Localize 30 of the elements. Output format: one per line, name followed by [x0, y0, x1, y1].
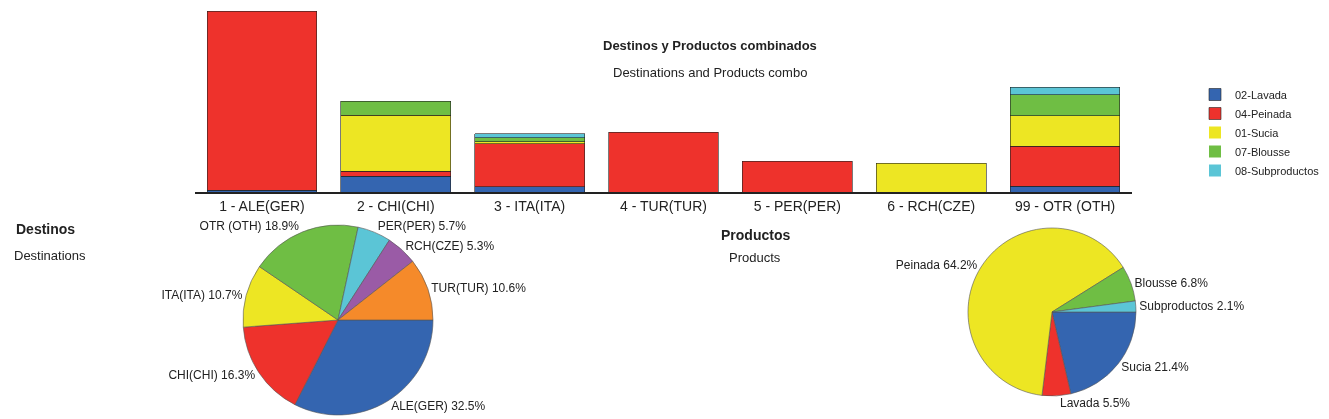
slice-label: Blousse 6.8% — [1134, 275, 1209, 290]
legend-label: 07-Blousse — [1235, 145, 1291, 158]
text: Productos — [721, 227, 791, 243]
slice-label: PER(PER) 5.7% — [377, 219, 467, 234]
text: Destinations and Products combo — [613, 65, 808, 80]
x-tick-label: 3 - ITA(ITA) — [494, 197, 566, 214]
text: Destinos y Productos combinados — [603, 38, 817, 53]
legend-label: 01-Sucia — [1235, 126, 1280, 139]
text: Products — [729, 250, 781, 265]
slice-label: RCH(CZE) 5.3% — [405, 238, 495, 253]
slice-label: ITA(ITA) 10.7% — [161, 288, 243, 303]
x-tick-label: 99 - OTR (OTH) — [1014, 197, 1116, 214]
legend-label: 08-Subproductos — [1235, 164, 1320, 177]
slice-label: TUR(TUR) 10.6% — [431, 281, 527, 296]
x-tick-label: 5 - PER(PER) — [753, 197, 841, 214]
slice-label: CHI(CHI) 16.3% — [168, 367, 256, 382]
text: Destinations — [14, 248, 87, 263]
x-tick-label: 2 - CHI(CHI) — [356, 197, 435, 214]
legend-label: 04-Peinada — [1235, 107, 1293, 120]
slice-label: Lavada 5.5% — [1059, 395, 1131, 410]
slice-label: ALE(GER) 32.5% — [391, 399, 486, 414]
x-tick-label: 6 - RCH(CZE) — [887, 197, 976, 214]
legend-label: 02-Lavada — [1235, 88, 1288, 101]
slice-label: Subproductos 2.1% — [1139, 299, 1245, 314]
slice-label: Peinada 64.2% — [895, 257, 978, 272]
slice-label: Sucia 21.4% — [1121, 360, 1189, 375]
text: Destinos — [16, 221, 76, 237]
slice-label: OTR (OTH) 18.9% — [199, 218, 300, 233]
x-tick-label: 1 - ALE(GER) — [219, 197, 305, 214]
x-tick-label: 4 - TUR(TUR) — [620, 197, 707, 214]
